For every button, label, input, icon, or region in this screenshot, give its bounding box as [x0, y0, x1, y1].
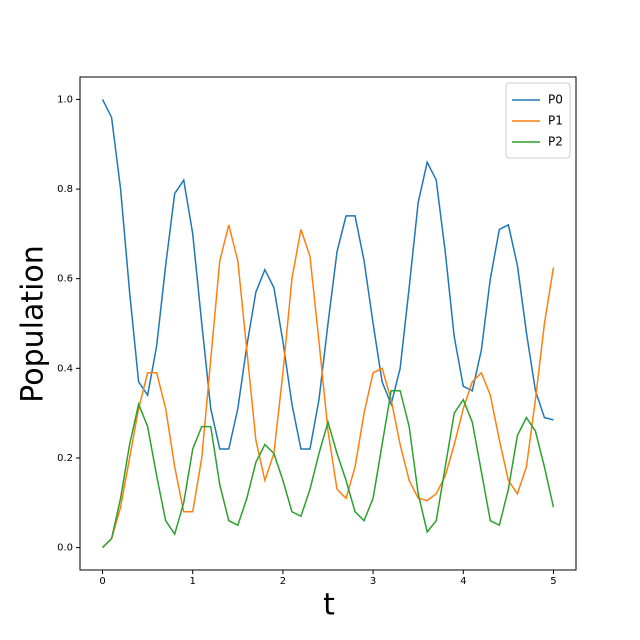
y-tick-label: 0.6	[57, 274, 73, 285]
y-tick-label: 0.0	[57, 543, 73, 554]
line-series	[102, 224, 555, 549]
x-axis-label: t	[323, 588, 335, 623]
x-tick-label: 1	[190, 576, 196, 587]
x-tick-label: 5	[550, 576, 556, 587]
legend-label: P0	[548, 93, 563, 107]
y-axis-label: Population	[16, 245, 51, 403]
legend-label: P1	[548, 114, 563, 128]
x-tick-label: 3	[370, 576, 376, 587]
y-tick-label: 0.4	[57, 363, 73, 374]
y-tick-label: 0.2	[57, 453, 73, 464]
legend-label: P2	[548, 135, 563, 149]
plot-frame	[79, 76, 577, 571]
y-tick-label: 1.0	[57, 94, 73, 105]
line-series	[101, 99, 554, 450]
y-tick-label: 0.8	[57, 184, 73, 195]
x-tick-label: 0	[99, 576, 105, 587]
x-tick-label: 4	[460, 576, 466, 587]
line-series	[102, 389, 555, 549]
x-tick-label: 2	[280, 576, 286, 587]
